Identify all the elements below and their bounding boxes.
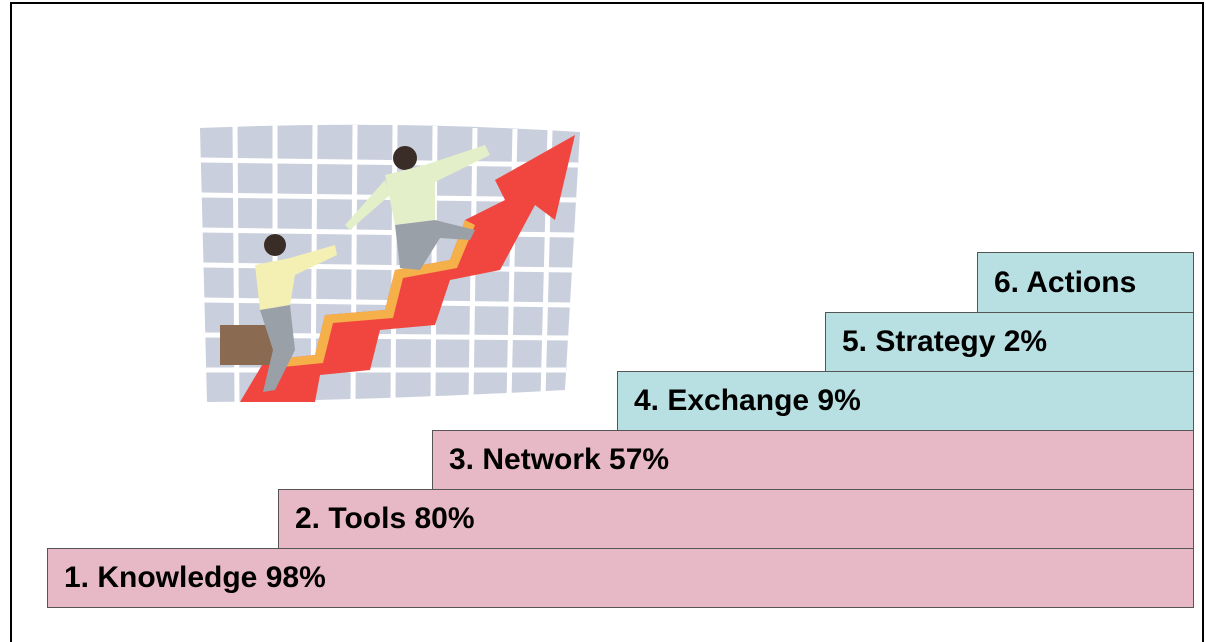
- step: 3. Network 57%: [432, 430, 1194, 490]
- slide: 1. Knowledge 98% 2. Tools 80% 3. Network…: [0, 0, 1206, 629]
- step: 4. Exchange 9%: [617, 371, 1194, 431]
- step-label: 4. Exchange 9%: [634, 384, 861, 418]
- step-label: 5. Strategy 2%: [842, 325, 1047, 359]
- step: 2. Tools 80%: [278, 489, 1194, 549]
- step-label: 6. Actions: [994, 266, 1136, 300]
- step: 5. Strategy 2%: [825, 312, 1194, 372]
- clipart: [195, 120, 585, 410]
- step-label: 1. Knowledge 98%: [64, 561, 326, 595]
- step: 1. Knowledge 98%: [47, 548, 1194, 608]
- step-label: 2. Tools 80%: [295, 502, 475, 536]
- step-label: 3. Network 57%: [449, 443, 669, 477]
- step: 6. Actions: [977, 252, 1194, 313]
